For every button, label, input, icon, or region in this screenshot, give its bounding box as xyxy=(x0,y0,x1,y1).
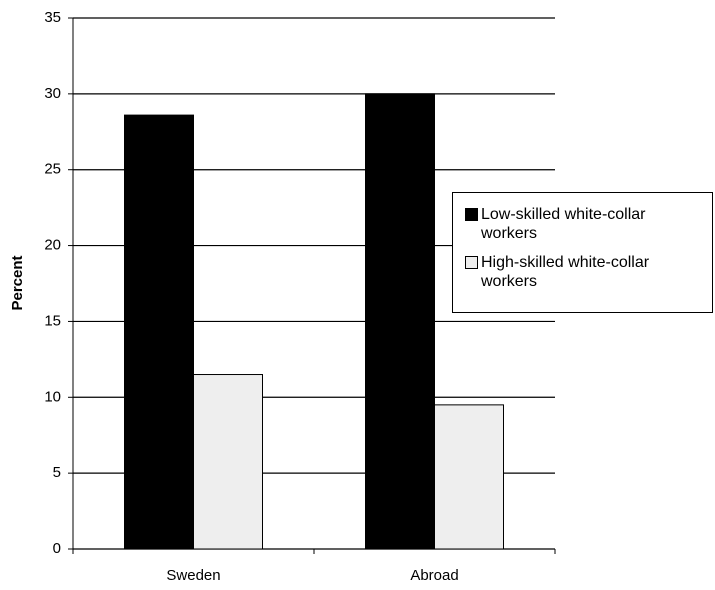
y-tick-label: 0 xyxy=(53,540,61,557)
legend-entry: Low-skilled white-collar workers xyxy=(465,205,704,243)
x-tick-label: Abroad xyxy=(410,567,458,584)
y-axis-label: Percent xyxy=(9,255,26,310)
y-tick-label: 25 xyxy=(44,161,61,178)
x-tick-label: Sweden xyxy=(166,567,220,584)
legend-entry: High-skilled white-collar workers xyxy=(465,253,704,291)
bar xyxy=(365,93,435,550)
bar xyxy=(434,404,504,550)
legend-swatch xyxy=(465,208,478,221)
legend-label: High-skilled white-collar workers xyxy=(481,254,650,290)
y-tick-label: 20 xyxy=(44,237,61,254)
legend-label: Low-skilled white-collar workers xyxy=(481,206,646,242)
y-tick-label: 10 xyxy=(44,388,61,405)
y-tick-label: 30 xyxy=(44,85,61,102)
y-tick-label: 35 xyxy=(44,9,61,26)
y-tick-label: 15 xyxy=(44,312,61,329)
legend-swatch xyxy=(465,256,478,269)
y-tick-label: 5 xyxy=(53,464,61,481)
legend: Low-skilled white-collar workers High-ski… xyxy=(452,192,713,313)
bar xyxy=(193,374,263,550)
bar xyxy=(124,114,194,550)
